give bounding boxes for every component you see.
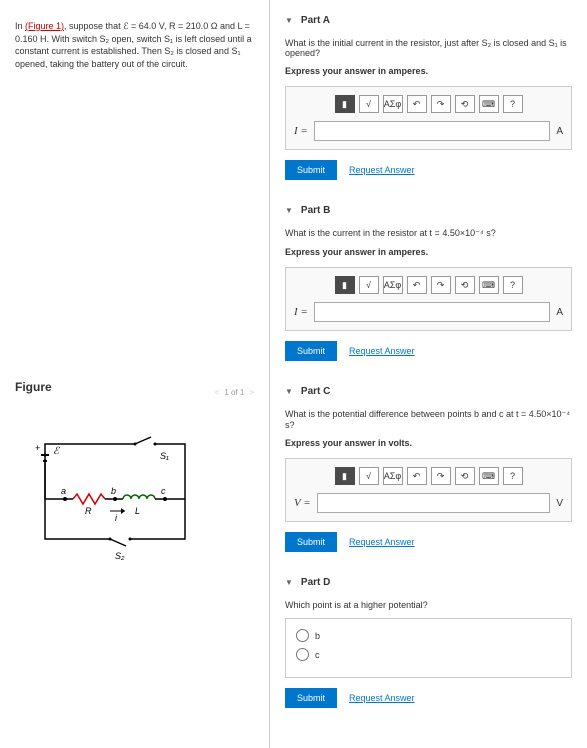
svg-text:i: i (115, 513, 118, 523)
radio-c-input[interactable] (296, 648, 309, 661)
part-b-instruction: Express your answer in amperes. (285, 247, 572, 257)
part-c-instruction: Express your answer in volts. (285, 438, 572, 448)
sqrt-icon[interactable]: √ (359, 95, 379, 113)
part-b-question: What is the current in the resistor at t… (285, 228, 572, 239)
keyboard-icon[interactable]: ⌨ (479, 467, 499, 485)
part-b-unit: A (556, 307, 563, 318)
svg-text:ℰ: ℰ (53, 446, 60, 457)
greek-icon[interactable]: ΑΣφ (383, 276, 403, 294)
redo-icon[interactable]: ↷ (431, 276, 451, 294)
svg-text:a: a (61, 486, 66, 496)
part-b-request[interactable]: Request Answer (349, 346, 415, 356)
help-icon[interactable]: ? (503, 276, 523, 294)
part-b-submit[interactable]: Submit (285, 341, 337, 361)
circuit-diagram: ℰ + S₁ a b c (15, 419, 254, 571)
problem-statement: In (Figure 1), suppose that ℰ = 64.0 V, … (15, 20, 254, 70)
part-d-caret[interactable]: ▼ (285, 578, 293, 587)
part-a-submit[interactable]: Submit (285, 160, 337, 180)
figure-link[interactable]: (Figure 1) (25, 21, 64, 31)
greek-icon[interactable]: ΑΣφ (383, 95, 403, 113)
radio-option-b[interactable]: b (296, 629, 561, 642)
figure-prev[interactable]: < (215, 388, 220, 397)
part-b-input[interactable] (314, 302, 550, 322)
part-d-question: Which point is at a higher potential? (285, 600, 572, 610)
part-a-input[interactable] (314, 121, 550, 141)
redo-icon[interactable]: ↷ (431, 467, 451, 485)
reset-icon[interactable]: ⟲ (455, 95, 475, 113)
svg-text:+: + (35, 443, 40, 453)
part-b-caret[interactable]: ▼ (285, 206, 293, 215)
part-b-var: I = (294, 306, 308, 318)
part-c-submit[interactable]: Submit (285, 532, 337, 552)
help-icon[interactable]: ? (503, 95, 523, 113)
templates-icon[interactable]: ▮ (335, 467, 355, 485)
part-d-title: Part D (301, 577, 330, 588)
part-c-unit: V (556, 498, 563, 509)
part-a-request[interactable]: Request Answer (349, 165, 415, 175)
redo-icon[interactable]: ↷ (431, 95, 451, 113)
figure-next[interactable]: > (249, 388, 254, 397)
svg-text:L: L (135, 506, 140, 516)
part-a-caret[interactable]: ▼ (285, 16, 293, 25)
radio-b-input[interactable] (296, 629, 309, 642)
svg-text:R: R (85, 506, 92, 516)
part-d-request[interactable]: Request Answer (349, 693, 415, 703)
radio-option-c[interactable]: c (296, 648, 561, 661)
greek-icon[interactable]: ΑΣφ (383, 467, 403, 485)
part-c-question: What is the potential difference between… (285, 409, 572, 430)
help-icon[interactable]: ? (503, 467, 523, 485)
undo-icon[interactable]: ↶ (407, 276, 427, 294)
svg-text:b: b (111, 486, 116, 496)
sqrt-icon[interactable]: √ (359, 276, 379, 294)
part-c-title: Part C (301, 386, 330, 397)
part-a-var: I = (294, 125, 308, 137)
part-d-submit[interactable]: Submit (285, 688, 337, 708)
part-c-var: V = (294, 497, 311, 509)
part-c-input[interactable] (317, 493, 551, 513)
svg-text:S₂: S₂ (115, 551, 125, 561)
part-a-instruction: Express your answer in amperes. (285, 66, 572, 76)
svg-text:c: c (161, 486, 166, 496)
templates-icon[interactable]: ▮ (335, 276, 355, 294)
figure-label: Figure (15, 380, 52, 394)
part-c-request[interactable]: Request Answer (349, 537, 415, 547)
part-a-title: Part A (301, 15, 330, 26)
sqrt-icon[interactable]: √ (359, 467, 379, 485)
reset-icon[interactable]: ⟲ (455, 467, 475, 485)
templates-icon[interactable]: ▮ (335, 95, 355, 113)
part-a-unit: A (556, 126, 563, 137)
keyboard-icon[interactable]: ⌨ (479, 95, 499, 113)
part-c-caret[interactable]: ▼ (285, 387, 293, 396)
keyboard-icon[interactable]: ⌨ (479, 276, 499, 294)
reset-icon[interactable]: ⟲ (455, 276, 475, 294)
undo-icon[interactable]: ↶ (407, 467, 427, 485)
figure-counter: 1 of 1 (224, 388, 244, 397)
svg-text:S₁: S₁ (160, 451, 169, 461)
undo-icon[interactable]: ↶ (407, 95, 427, 113)
part-a-question: What is the initial current in the resis… (285, 38, 572, 58)
part-b-title: Part B (301, 205, 330, 216)
